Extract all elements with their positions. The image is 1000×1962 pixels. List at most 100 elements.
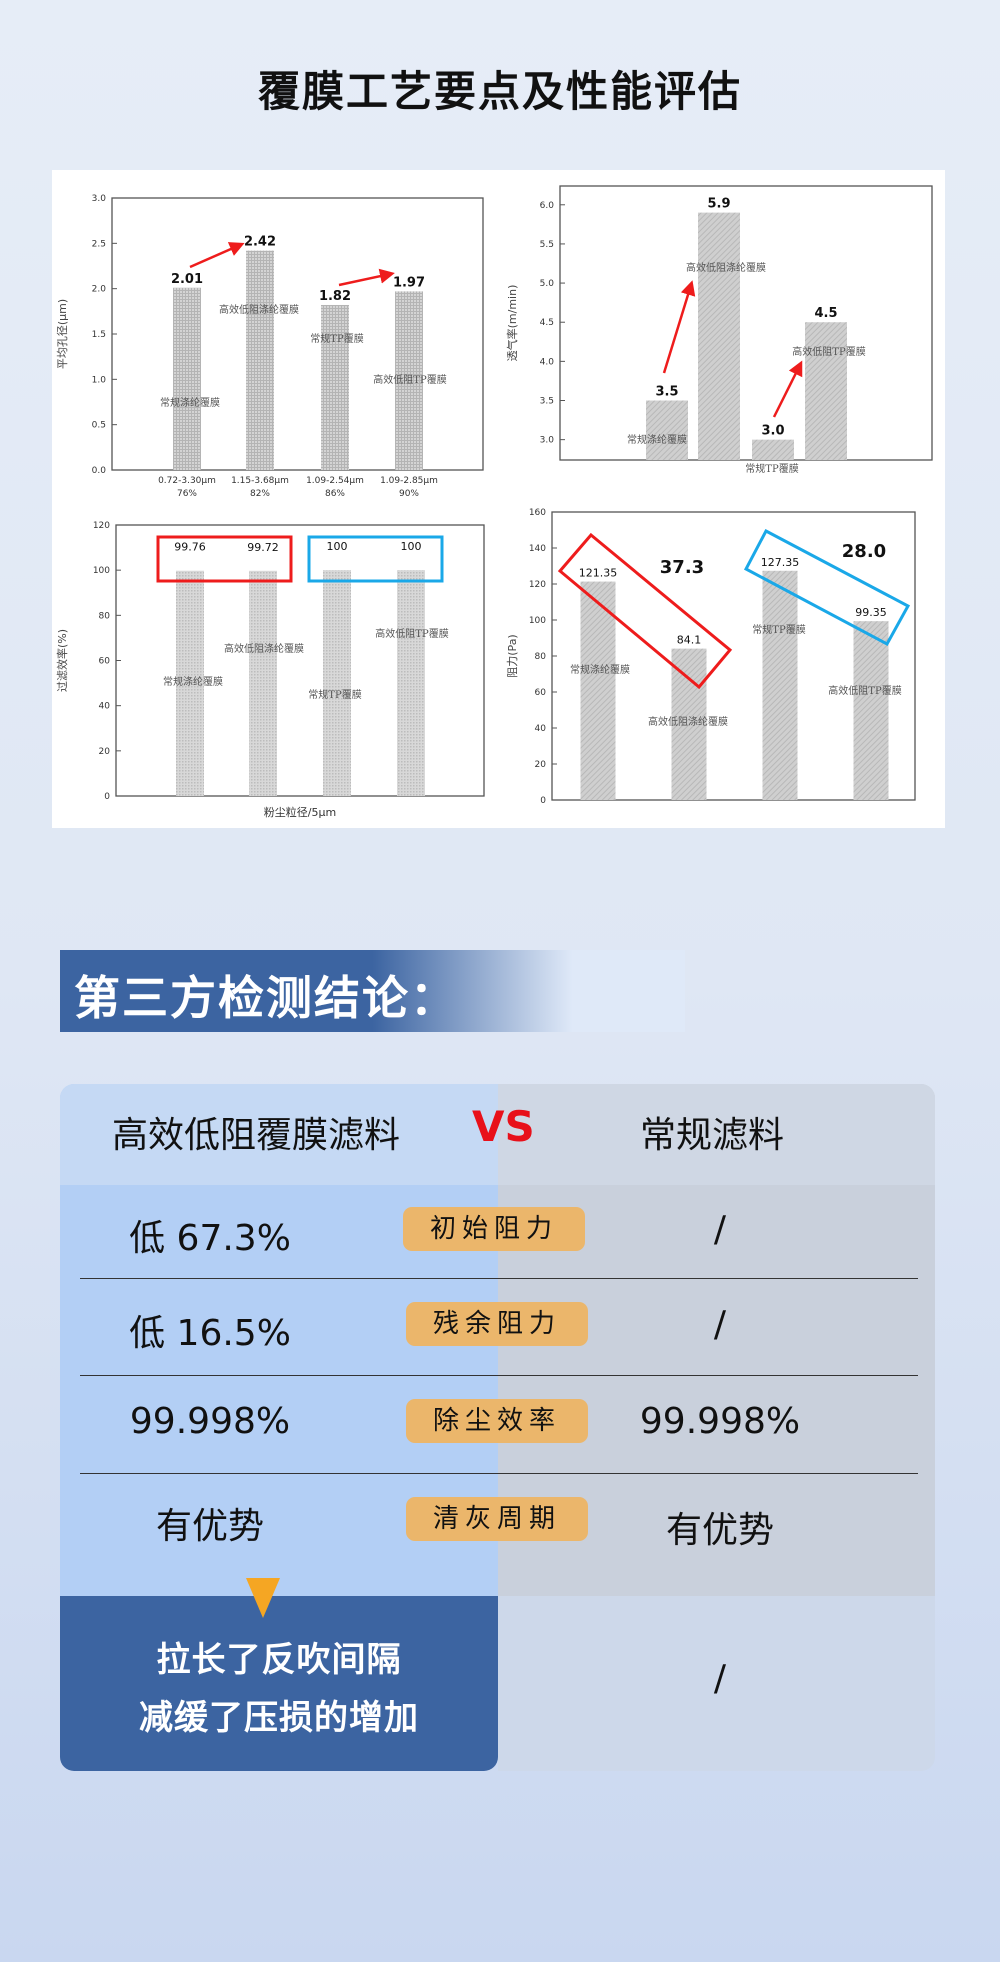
resistance-chart: 0 20 40 60 80 100 120 140 160 阻力(Pa) 121.35 常规涤纶覆膜 8…	[506, 508, 916, 806]
bar-value-label: 1.97	[393, 275, 425, 290]
bar-series-label: 高效低阻涤纶覆膜	[219, 303, 299, 316]
difference-annotation: 28.0	[842, 541, 886, 562]
bar-series-label: 高效低阻TP覆膜	[792, 345, 865, 358]
x-tick-label: 90%	[399, 489, 419, 499]
y-tick-label: 0.0	[92, 466, 107, 476]
metric-badge: 除尘效率	[406, 1399, 588, 1443]
bar	[762, 570, 798, 800]
plot-frame	[559, 185, 933, 461]
highlight-box	[557, 532, 733, 690]
x-tick-label: 1.15-3.68μm	[231, 476, 289, 486]
bar	[752, 439, 794, 460]
y-tick-label: 120	[93, 521, 110, 531]
x-tick-label: 86%	[325, 489, 345, 499]
x-tick-label: 1.09-2.85μm	[380, 476, 438, 486]
y-tick-label: 20	[535, 760, 547, 770]
y-tick-label: 100	[93, 566, 110, 576]
right-value: 有优势	[665, 1510, 774, 1551]
left-value: 低 16.5%	[129, 1313, 291, 1354]
bar-series-label: 常规TP覆膜	[745, 462, 798, 475]
highlight-box	[156, 535, 293, 583]
left-value: 有优势	[155, 1506, 264, 1547]
bar-value-label: 99.72	[247, 541, 279, 554]
bar-value-label: 5.9	[707, 197, 730, 212]
y-tick-label: 80	[535, 652, 547, 662]
y-tick-label: 2.5	[92, 239, 106, 249]
bar	[853, 621, 889, 800]
row-divider	[80, 1473, 918, 1474]
y-tick-label: 40	[99, 702, 111, 712]
metric-badge: 清灰周期	[406, 1497, 588, 1541]
y-axis-label: 平均孔径(μm)	[56, 299, 69, 369]
vs-label: VS	[472, 1102, 535, 1151]
bar-series-label: 常规TP覆膜	[308, 688, 361, 701]
bar-value-label: 99.35	[855, 606, 887, 619]
bar	[395, 291, 423, 470]
y-tick-label: 3.0	[540, 436, 555, 446]
bar-value-label: 127.35	[761, 556, 800, 569]
bar	[580, 581, 616, 800]
x-tick-label: 76%	[177, 489, 197, 499]
bar-value-label: 3.5	[655, 385, 678, 400]
bar-series-label: 高效低阻TP覆膜	[828, 684, 901, 697]
right-value: /	[713, 1304, 727, 1345]
x-tick-label: 1.09-2.54μm	[306, 476, 364, 486]
bar-series-label: 常规TP覆膜	[752, 623, 805, 636]
bar	[671, 648, 707, 800]
y-tick-label: 160	[529, 508, 546, 518]
y-tick-label: 3.5	[540, 397, 554, 407]
y-tick-label: 4.5	[540, 318, 554, 328]
bar-value-label: 100	[401, 540, 422, 553]
bar-value-label: 1.82	[319, 289, 351, 304]
bar	[698, 212, 740, 460]
section-header: 第三方检测结论：	[60, 950, 685, 1032]
highlight-box	[307, 535, 444, 583]
filtration-efficiency-chart: 0 20 40 60 80 100 120 过滤效率(%) 99.76 常规涤纶覆膜 99.72 高效…	[55, 521, 485, 819]
difference-annotation: 37.3	[660, 557, 704, 578]
red-arrow-icon	[189, 242, 245, 269]
y-tick-label: 140	[529, 544, 546, 554]
right-bottom-cell	[498, 1596, 935, 1771]
left-value: 低 67.3%	[129, 1218, 291, 1259]
bar-value-label: 2.42	[244, 235, 276, 250]
left-header: 高效低阻覆膜滤料	[112, 1115, 401, 1156]
y-tick-label: 120	[529, 580, 546, 590]
bar-value-label: 2.01	[171, 272, 203, 287]
right-header: 常规滤料	[640, 1115, 785, 1156]
y-tick-label: 0	[104, 792, 110, 802]
x-axis-label: 粉尘粒径/5μm	[264, 805, 336, 819]
benefit-line-2: 减缓了压损的增加	[139, 1698, 419, 1738]
bar-series-label: 常规涤纶覆膜	[570, 663, 630, 676]
permeability-chart: 3.0 3.5 4.0 4.5 5.0 5.5 6.0 透气率(m/min) 3.5 常规涤纶覆膜…	[505, 185, 933, 475]
bar-series-label: 常规涤纶覆膜	[627, 433, 687, 446]
metric-badge: 残余阻力	[406, 1302, 588, 1346]
x-tick-label: 82%	[250, 489, 270, 499]
right-header-bg	[498, 1084, 935, 1185]
row-divider	[80, 1278, 918, 1279]
bar-series-label: 高效低阻TP覆膜	[373, 373, 446, 386]
y-tick-label: 60	[99, 657, 111, 667]
bar-series-label: 高效低阻TP覆膜	[375, 627, 448, 640]
bar	[397, 570, 425, 796]
y-tick-label: 5.5	[540, 240, 554, 250]
y-axis-label: 阻力(Pa)	[506, 634, 519, 677]
bar-value-label: 3.0	[761, 424, 784, 439]
y-tick-label: 3.0	[92, 194, 107, 204]
benefit-box	[60, 1596, 498, 1771]
highlight-box	[743, 528, 911, 647]
bar	[805, 322, 847, 460]
benefit-line-1: 拉长了反吹间隔	[156, 1640, 402, 1680]
bar-series-label: 常规涤纶覆膜	[163, 675, 223, 688]
plot-frame	[111, 197, 484, 471]
page-title: 覆膜工艺要点及性能评估	[257, 67, 742, 116]
y-tick-label: 5.0	[540, 279, 555, 289]
y-tick-label: 20	[99, 747, 111, 757]
bar-series-label: 常规涤纶覆膜	[160, 396, 220, 409]
metric-badge: 初始阻力	[403, 1207, 585, 1251]
red-arrow-icon	[772, 360, 803, 418]
left-value: 99.998%	[129, 1401, 291, 1442]
bar	[173, 287, 201, 470]
bar-value-label: 121.35	[579, 567, 618, 580]
y-tick-label: 1.5	[92, 330, 106, 340]
bar	[323, 570, 351, 796]
